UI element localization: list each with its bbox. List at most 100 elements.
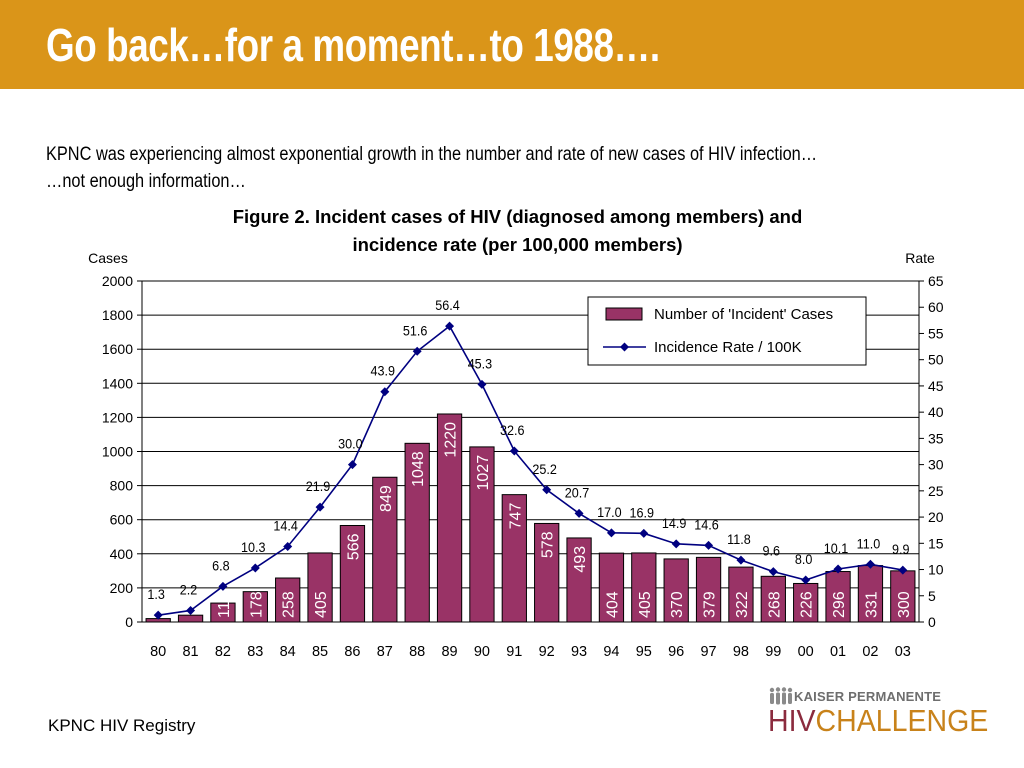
bar-value-label: 379 [702,591,719,618]
rate-marker [574,508,584,518]
x-tick-label: 85 [312,644,328,660]
y2-tick-label: 40 [928,404,944,420]
x-tick-label: 03 [895,644,911,660]
rate-value-label: 14.4 [273,518,297,534]
legend-bar-label: Number of 'Incident' Cases [654,306,833,323]
chart-title-line-1: Figure 2. Incident cases of HIV (diagnos… [233,206,803,227]
hiv-incidence-chart: Figure 2. Incident cases of HIV (diagnos… [88,206,944,660]
y2-tick-label: 15 [928,535,944,551]
bar [598,552,625,623]
bar [469,446,495,623]
x-tick-label: 98 [733,644,749,660]
y2-axis-label: Rate [905,250,935,266]
rate-value-label: 9.6 [763,543,781,559]
bar-value-label: 578 [540,531,557,558]
y-tick-label: 400 [110,546,134,562]
bar-value-label: 296 [831,591,848,618]
bar-value-label: 493 [572,546,589,573]
rate-marker [542,485,552,495]
bar-value-label: 405 [313,591,330,618]
bar-value-label: 111 [216,594,233,618]
bar [631,552,657,623]
rate-marker [347,460,357,470]
x-tick-label: 99 [765,644,781,660]
chart-title-line-2: incidence rate (per 100,000 members) [352,234,682,255]
bar [760,575,786,623]
x-tick-label: 02 [862,644,878,660]
y-tick-label: 1200 [102,409,133,425]
rate-value-label: 32.6 [500,422,524,438]
rate-value-label: 16.9 [630,505,654,521]
x-tick-label: 87 [377,644,393,660]
rate-marker [315,502,325,512]
bar-value-label: 405 [637,591,654,618]
bar [695,556,722,623]
x-tick-label: 00 [798,644,814,660]
rate-value-label: 14.9 [662,515,686,531]
bar [793,582,819,623]
x-tick-label: 83 [247,644,263,660]
y-tick-label: 800 [110,478,134,494]
x-tick-label: 80 [150,644,166,660]
rate-marker [736,555,746,565]
rate-value-label: 10.1 [824,540,848,556]
x-tick-label: 90 [474,644,490,660]
bar-value-label: 258 [281,591,298,618]
rate-value-label: 6.8 [212,558,230,574]
y-tick-label: 1000 [102,444,133,460]
y-tick-label: 0 [125,614,133,630]
rate-line [158,324,903,616]
bar-value-label: 178 [248,591,265,618]
rate-value-label: 2.2 [180,582,198,598]
rate-value-label: 11.0 [857,536,881,552]
y2-tick-label: 0 [928,614,936,630]
x-tick-label: 97 [700,644,716,660]
y-tick-label: 1800 [102,307,133,323]
rate-marker [380,387,390,397]
rate-marker [606,528,616,538]
logo-challenge: CHALLENGE [815,703,989,738]
rate-value-label: 14.6 [694,517,718,533]
rate-marker [283,541,293,551]
rate-value-label: 51.6 [403,323,427,339]
rate-marker [671,539,681,549]
rate-marker [218,581,228,591]
rate-value-label: 17.0 [597,504,621,520]
rate-marker [477,379,487,389]
rate-value-label: 21.9 [306,478,330,494]
x-tick-label: 95 [636,644,652,660]
rate-marker [639,528,649,538]
subtitle-line-1: KPNC was experiencing almost exponential… [46,144,818,165]
legend-line-label: Incidence Rate / 100K [654,339,802,356]
x-tick-label: 93 [571,644,587,660]
rate-value-label: 56.4 [435,298,459,314]
y2-tick-label: 65 [928,273,944,289]
y2-tick-label: 30 [928,457,944,473]
y2-tick-label: 10 [928,562,944,578]
rate-marker [801,575,811,585]
bar [177,614,204,623]
bar-value-label: 1048 [410,451,427,487]
rate-marker [186,605,196,615]
y2-tick-label: 5 [928,588,936,604]
bar [275,577,301,623]
bar [501,494,527,623]
bar-value-label: 226 [799,591,816,618]
rate-marker [704,540,714,550]
rate-marker [768,567,778,577]
x-tick-label: 86 [344,644,360,660]
x-tick-label: 92 [539,644,555,660]
x-tick-label: 88 [409,644,425,660]
rate-marker [153,610,163,620]
x-tick-label: 82 [215,644,231,660]
y-axis-label: Cases [88,250,128,266]
x-tick-label: 01 [830,644,846,660]
subtitle-line-2: …not enough information… [46,171,246,192]
logo-hiv: HIV [768,703,816,738]
rate-value-label: 45.3 [468,356,492,372]
bar [890,570,916,623]
people-icon [769,687,793,705]
bar [436,413,463,623]
y-tick-label: 200 [110,580,134,596]
logo-hiv-challenge-text: HIVCHALLENGE [768,703,988,739]
